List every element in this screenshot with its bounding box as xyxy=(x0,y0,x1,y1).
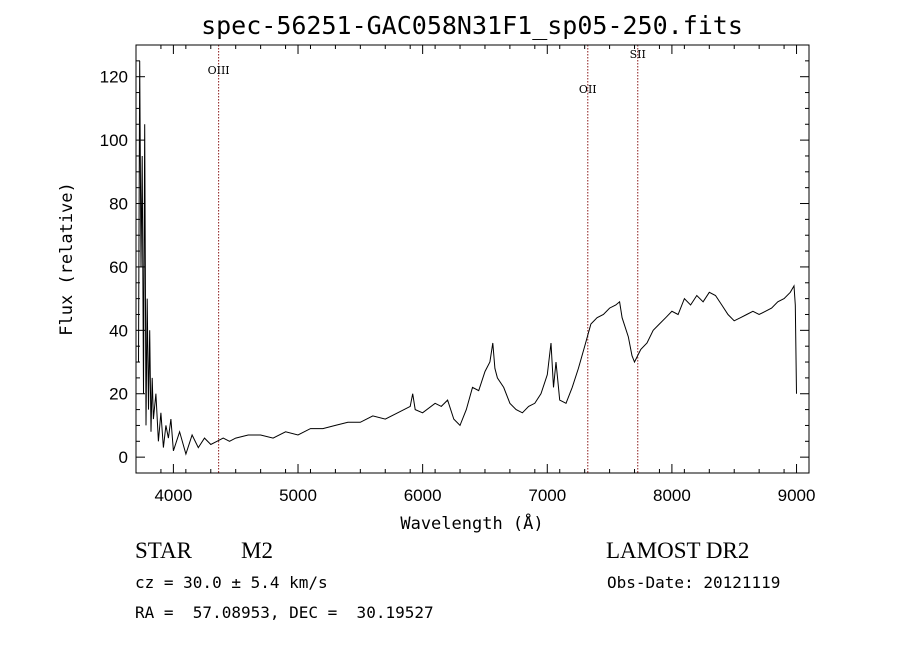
y-axis-ticks: 0 20 40 60 80 100 120 xyxy=(100,44,809,467)
y-tick-label: 80 xyxy=(109,195,128,214)
coordinates: RA = 57.08953, DEC = 30.19527 xyxy=(135,603,434,622)
y-tick-label: 100 xyxy=(100,131,128,150)
emission-line-label: OII xyxy=(579,83,597,96)
y-tick-label: 60 xyxy=(109,258,128,277)
x-tick-label: 4000 xyxy=(154,486,192,505)
x-tick-label: 7000 xyxy=(528,486,566,505)
emission-line-label: SII xyxy=(630,48,646,61)
spectrum-line xyxy=(138,60,797,456)
y-tick-label: 20 xyxy=(109,385,128,404)
object-subclass: M2 xyxy=(241,538,273,563)
emission-line-label: OIII xyxy=(208,64,230,77)
y-tick-label: 40 xyxy=(109,321,128,340)
x-tick-label: 9000 xyxy=(778,486,816,505)
plot-area xyxy=(138,60,797,456)
observation-date: Obs-Date: 20121119 xyxy=(607,573,781,592)
x-tick-label: 8000 xyxy=(653,486,691,505)
y-tick-label: 0 xyxy=(119,448,128,467)
emission-line-markers: OIII OII SII xyxy=(208,45,646,473)
x-axis-ticks: 4000 5000 6000 7000 8000 9000 xyxy=(135,45,816,505)
chart-title: spec-56251-GAC058N31F1_sp05-250.fits xyxy=(201,11,743,40)
x-tick-label: 5000 xyxy=(279,486,317,505)
x-tick-label: 6000 xyxy=(404,486,442,505)
plot-frame xyxy=(135,44,810,474)
redshift-velocity: cz = 30.0 ± 5.4 km/s xyxy=(135,573,328,592)
y-axis-label: Flux (relative) xyxy=(57,182,77,336)
object-class: STAR xyxy=(135,538,192,563)
survey-name: LAMOST DR2 xyxy=(606,538,750,563)
y-tick-label: 120 xyxy=(100,68,128,87)
x-axis-label: Wavelength (Å) xyxy=(400,512,543,534)
